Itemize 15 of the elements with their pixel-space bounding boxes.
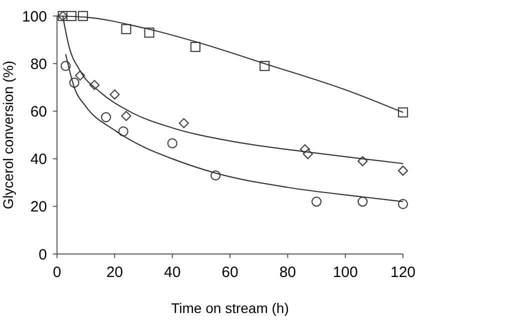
y-tick-label: 0 <box>38 246 47 264</box>
x-tick-label: 20 <box>106 264 124 281</box>
x-tick-label: 100 <box>332 264 358 281</box>
y-tick-label: 100 <box>22 8 47 26</box>
y-tick-label: 60 <box>30 103 47 120</box>
x-tick-label: 120 <box>390 264 416 281</box>
x-tick-label: 80 <box>279 264 296 281</box>
y-axis-title: Glycerol conversion (%) <box>0 60 16 210</box>
y-tick-label: 80 <box>30 56 47 73</box>
x-tick-label: 60 <box>222 264 238 281</box>
y-tick-label: 20 <box>30 198 47 216</box>
x-tick-label: 0 <box>52 264 62 281</box>
y-tick-label: 40 <box>30 151 47 168</box>
x-tick-label: 40 <box>164 264 181 281</box>
x-axis-title: Time on stream (h) <box>171 300 289 316</box>
